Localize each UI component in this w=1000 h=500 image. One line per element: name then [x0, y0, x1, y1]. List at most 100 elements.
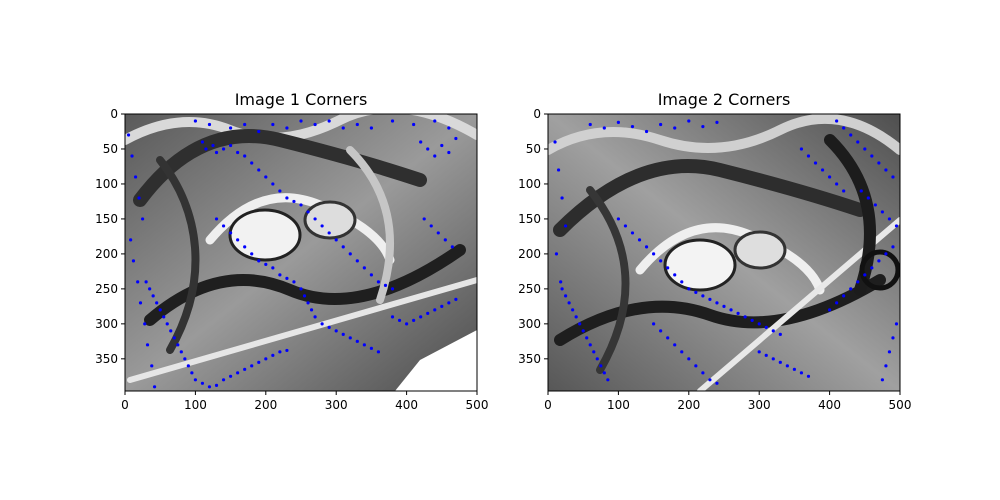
corner-point — [666, 336, 670, 340]
corner-point — [637, 238, 642, 242]
corner-point — [729, 308, 733, 312]
corner-point — [285, 196, 289, 200]
corner-point — [243, 245, 247, 249]
corner-point — [236, 371, 240, 375]
corner-point — [148, 287, 152, 291]
corner-point — [757, 350, 761, 354]
corner-point — [856, 280, 860, 284]
corner-point — [412, 122, 416, 127]
y-tick-label: 100 — [518, 177, 541, 191]
corner-point — [341, 245, 345, 249]
corner-point — [214, 217, 219, 221]
corner-point — [701, 371, 705, 375]
corner-point — [341, 332, 345, 336]
corner-point — [429, 224, 433, 228]
corner-point — [863, 147, 867, 151]
corner-point — [320, 322, 324, 326]
x-tick-label: 100 — [607, 398, 630, 412]
corner-point — [877, 259, 881, 263]
y-tick-label: 250 — [518, 282, 541, 296]
x-tick-label: 100 — [184, 398, 207, 412]
corner-point — [292, 280, 296, 284]
x-tick-label: 0 — [544, 398, 552, 412]
subplot-title: Image 1 Corners — [235, 90, 368, 109]
corner-point — [891, 336, 895, 340]
corner-point — [390, 287, 395, 291]
corner-point — [880, 378, 885, 382]
corner-point — [186, 364, 190, 368]
x-tick-label: 400 — [395, 398, 418, 412]
corner-point — [355, 122, 359, 127]
corner-point — [313, 217, 317, 221]
corner-point — [362, 343, 366, 347]
corner-point — [715, 381, 719, 385]
corner-point — [355, 339, 359, 343]
corner-point — [799, 147, 804, 151]
x-tick-label: 500 — [889, 398, 912, 412]
corner-point — [595, 357, 599, 361]
graffiti-shapes — [125, 114, 477, 391]
corner-point — [405, 322, 409, 326]
corner-point — [236, 238, 240, 242]
corner-point — [271, 122, 275, 127]
corner-point — [715, 120, 719, 124]
corner-point — [602, 126, 606, 130]
corner-point — [285, 276, 289, 280]
corner-point — [257, 360, 261, 364]
corner-point — [131, 259, 136, 263]
corner-point — [440, 304, 444, 308]
corner-point — [397, 318, 402, 322]
corner-point — [278, 350, 282, 354]
corner-point — [426, 147, 430, 151]
corner-point — [436, 231, 440, 235]
corner-point — [200, 140, 205, 144]
corner-point — [229, 374, 233, 378]
corner-point — [165, 322, 169, 326]
corner-point — [659, 259, 663, 263]
corner-point — [126, 133, 131, 137]
corner-point — [341, 126, 345, 130]
corner-point — [564, 224, 568, 228]
corner-point — [285, 126, 289, 130]
corner-point — [873, 203, 877, 207]
corner-point — [652, 322, 656, 326]
corner-point — [602, 371, 606, 375]
corner-point — [447, 150, 451, 155]
corner-point — [447, 301, 451, 305]
x-tick-label: 200 — [254, 398, 277, 412]
corner-point — [778, 332, 782, 336]
corner-point — [214, 383, 219, 388]
y-tick-label: 200 — [518, 247, 541, 261]
corner-points — [126, 119, 458, 389]
corner-point — [884, 168, 888, 172]
corner-point — [130, 154, 134, 158]
corner-point — [137, 196, 141, 200]
subplot-image-2: Image 2 Corners 0 100 200 300 400 500 0 50 100 1… — [518, 90, 911, 412]
corner-point — [264, 175, 268, 179]
corner-point — [155, 301, 159, 305]
corner-point — [694, 364, 698, 368]
corner-point — [859, 189, 863, 193]
corner-point — [214, 150, 219, 155]
corner-point — [334, 238, 338, 242]
corner-point — [299, 287, 303, 291]
x-tick-label: 400 — [818, 398, 841, 412]
corner-point — [302, 294, 307, 298]
corner-point — [736, 311, 740, 315]
corner-point — [785, 364, 789, 368]
corner-point — [870, 154, 874, 158]
image-area — [125, 114, 477, 391]
y-tick-label: 300 — [95, 317, 118, 331]
corner-point — [588, 122, 592, 127]
corner-point — [369, 126, 373, 130]
corner-point — [743, 315, 747, 319]
corner-point — [849, 287, 853, 291]
corner-point — [722, 304, 726, 308]
corner-point — [866, 196, 870, 200]
corner-point — [348, 336, 352, 340]
corner-point — [454, 297, 458, 301]
corner-point — [348, 252, 352, 256]
corner-point — [309, 308, 314, 312]
corner-point — [369, 273, 373, 277]
